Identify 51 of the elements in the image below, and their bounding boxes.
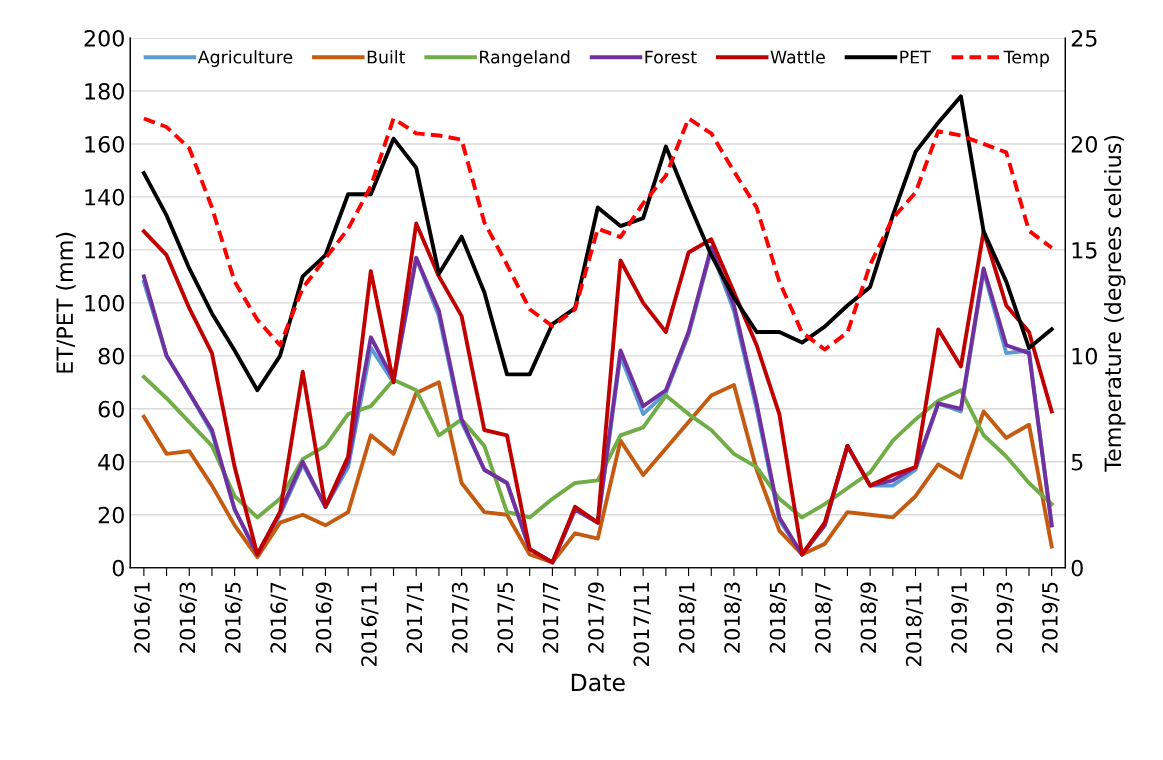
line-series — [141, 380, 1054, 565]
y-tick-label: 80 — [98, 347, 124, 365]
y2-tick-label: 5 — [1071, 454, 1083, 471]
y2-tick-label: 15 — [1072, 242, 1097, 259]
y-tick-label: 60 — [98, 400, 124, 418]
x-tick-label: 2018/5 — [769, 582, 788, 653]
x-tick-label: 2016/11 — [361, 582, 379, 666]
line-series — [141, 116, 1054, 352]
legend-label: Rangeland — [480, 50, 570, 67]
x-tick-label: 2016/7 — [270, 582, 288, 653]
x-tick-label: 2018/3 — [724, 582, 742, 653]
x-tick-label: 2018/9 — [860, 582, 878, 653]
y-tick-label: 180 — [85, 82, 124, 100]
y2-tick-label: 20 — [1071, 135, 1097, 153]
x-tick-label: 2016/5 — [224, 582, 243, 653]
y2-axis-title: Temperature (degrees celcius) — [1104, 135, 1126, 472]
legend-label: Temp — [1003, 50, 1049, 67]
x-tick-label: 2017/11 — [633, 582, 651, 666]
y2-tick-label: 25 — [1071, 29, 1097, 47]
y-tick-label: 20 — [98, 506, 124, 524]
y2-tick-label: 10 — [1072, 347, 1097, 365]
x-tick-label: 2016/3 — [179, 582, 197, 653]
x-tick-label: 2019/1 — [951, 582, 969, 653]
legend-label: Wattle — [770, 50, 825, 64]
x-tick-label: 2019/3 — [996, 582, 1014, 653]
legend-label: PET — [900, 50, 931, 64]
legend-label: Agriculture — [197, 50, 293, 67]
x-tick-label: 2018/7 — [815, 582, 833, 653]
x-tick-label: 2019/5 — [1041, 582, 1060, 653]
y-tick-label: 200 — [84, 29, 124, 47]
y-axis-title: ET/PET (mm) — [55, 232, 76, 373]
x-tick-label: 2018/11 — [905, 582, 924, 666]
y-tick-label: 160 — [85, 135, 124, 153]
x-tick-label: 2018/1 — [678, 582, 697, 653]
x-tick-label: 2016/9 — [315, 582, 334, 653]
y2-tick-label: 0 — [1071, 559, 1083, 577]
y-tick-label: 100 — [85, 294, 124, 312]
line-series — [141, 94, 1054, 393]
x-tick-label: 2017/7 — [542, 582, 561, 653]
y-tick-label: 120 — [85, 241, 124, 259]
legend-label: Built — [367, 50, 406, 64]
x-tick-label: 2017/1 — [406, 582, 424, 653]
x-tick-label: 2017/9 — [588, 582, 606, 653]
y-tick-label: 40 — [98, 453, 124, 471]
x-tick-label: 2016/1 — [134, 582, 152, 653]
x-tick-label: 2017/5 — [497, 582, 515, 653]
x-tick-label: 2017/3 — [451, 582, 470, 653]
x-axis-title: Date — [571, 673, 625, 692]
legend-label: Forest — [645, 50, 697, 64]
y-tick-label: 140 — [85, 188, 124, 206]
y-tick-label: 0 — [112, 559, 124, 577]
